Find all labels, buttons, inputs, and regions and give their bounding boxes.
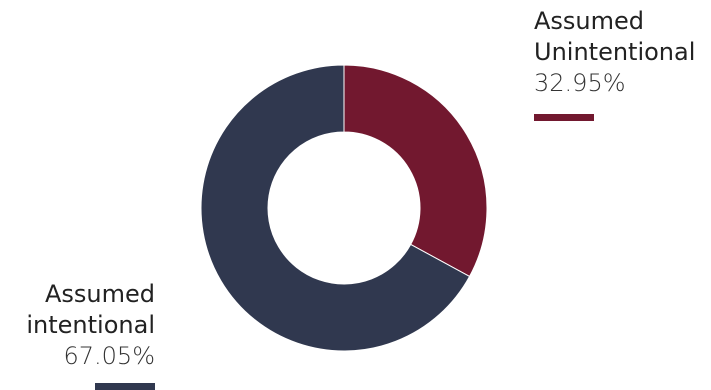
slice-label-assumed-intentional: Assumed intentional 67.05%	[26, 279, 155, 372]
legend-swatch-assumed-intentional	[95, 383, 155, 390]
slice-name-line: intentional	[26, 311, 155, 339]
donut-slice-assumed-unintentional	[343, 64, 488, 278]
donut-slice-assumed-intentional	[200, 64, 471, 352]
legend-swatch-assumed-unintentional	[534, 114, 594, 121]
slice-name-line: Unintentional	[534, 38, 696, 66]
slice-name-line: Assumed	[534, 7, 645, 35]
slice-label-assumed-unintentional: Assumed Unintentional 32.95%	[534, 6, 695, 99]
slice-percentage: 32.95%	[534, 69, 626, 97]
slice-percentage: 67.05%	[63, 342, 155, 370]
slice-name-line: Assumed	[44, 280, 155, 308]
